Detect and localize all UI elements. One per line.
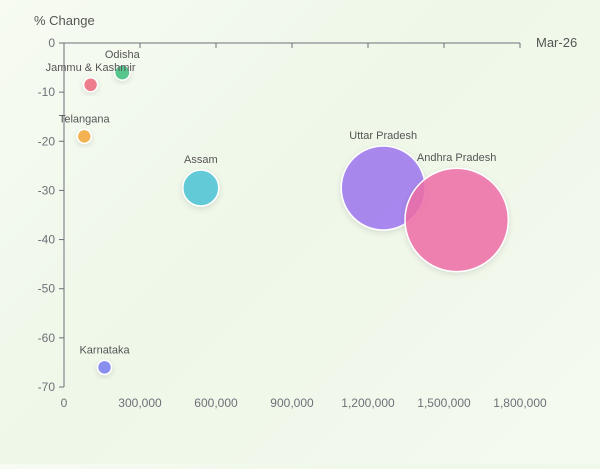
y-tick-label: -50 [38, 282, 56, 296]
y-tick-label: -30 [38, 183, 56, 197]
bubble-label-jammu-kashmir: Jammu & Kashmir [46, 62, 136, 74]
bubble-label-karnataka: Karnataka [79, 344, 130, 356]
bubble-andhra-pradesh[interactable] [404, 167, 510, 273]
y-tick-label: -70 [38, 380, 56, 394]
bubble-label-uttar-pradesh: Uttar Pradesh [349, 130, 417, 142]
bubble-label-odisha: Odisha [105, 49, 141, 61]
y-tick-label: 0 [48, 36, 55, 50]
y-tick-label: -40 [38, 233, 56, 247]
x-tick-label: 600,000 [194, 396, 238, 410]
y-tick-label: -60 [38, 331, 56, 345]
bubble-label-andhra-pradesh: Andhra Pradesh [417, 152, 497, 164]
bubble-label-telangana: Telangana [59, 113, 111, 125]
x-tick-label: 0 [61, 396, 68, 410]
bubble-assam[interactable] [182, 169, 220, 207]
bubble-karnataka[interactable] [96, 359, 113, 376]
x-axis-title: Mar-26 [536, 35, 577, 50]
x-tick-label: 1,800,000 [493, 396, 547, 410]
bubble-odisha[interactable] [113, 64, 131, 81]
x-tick-label: 300,000 [118, 396, 162, 410]
y-tick-label: -10 [38, 85, 56, 99]
x-tick-label: 1,200,000 [341, 396, 395, 410]
bubble-jammu-kashmir[interactable] [82, 77, 99, 93]
y-tick-label: -20 [38, 134, 56, 148]
x-tick-label: 1,500,000 [417, 396, 471, 410]
bubble-label-assam: Assam [184, 154, 218, 166]
x-tick-label: 900,000 [270, 396, 314, 410]
bubble-telangana[interactable] [76, 128, 93, 145]
data-points [76, 64, 510, 376]
axes: 0 300,000 600,000 900,000 1,200,000 1,500,000… [38, 36, 547, 410]
y-axis-title: % Change [34, 13, 95, 28]
